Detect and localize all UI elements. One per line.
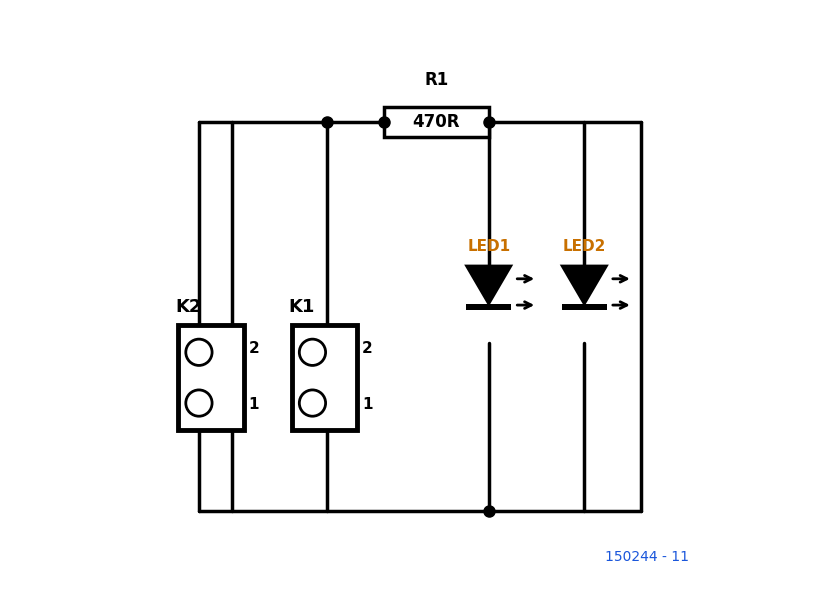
Circle shape [186,390,212,416]
Circle shape [299,390,326,416]
Text: 2: 2 [362,341,373,356]
Text: 1: 1 [249,397,259,412]
Text: 150244 - 11: 150244 - 11 [605,551,689,564]
Polygon shape [562,266,607,305]
Text: 1: 1 [362,397,373,412]
Circle shape [299,339,326,365]
Text: LED1: LED1 [467,239,510,254]
Bar [562,305,607,310]
Text: K1: K1 [289,298,315,317]
Circle shape [186,339,212,365]
Bar [291,326,357,430]
Polygon shape [466,266,512,305]
Text: LED2: LED2 [563,239,606,254]
Text: 2: 2 [249,341,260,356]
Bar [178,326,244,430]
Bar [466,305,512,310]
Text: R1: R1 [424,71,449,89]
Text: 470R: 470R [412,113,460,131]
Text: K2: K2 [175,298,202,317]
Bar [384,107,489,137]
